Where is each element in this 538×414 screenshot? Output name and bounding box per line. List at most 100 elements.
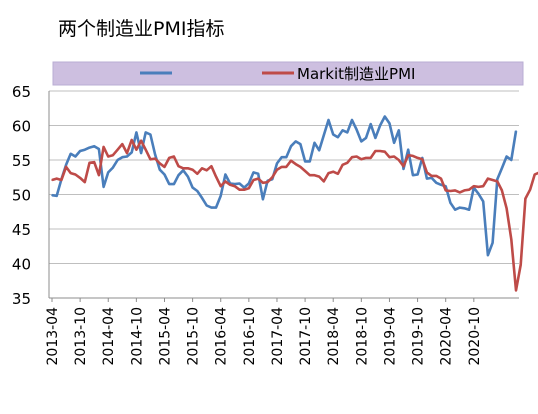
- data-point: [144, 131, 147, 134]
- data-point: [93, 145, 95, 147]
- data-point: [173, 155, 175, 158]
- data-point: [135, 131, 138, 134]
- data-point: [238, 182, 241, 185]
- data-point: [154, 153, 156, 156]
- data-point: [355, 155, 358, 158]
- y-tick-label: 50: [12, 187, 31, 205]
- data-point: [112, 154, 114, 156]
- data-point: [468, 188, 470, 191]
- data-point: [130, 151, 133, 154]
- data-point: [290, 159, 292, 162]
- y-tick-label: 35: [12, 290, 31, 308]
- x-tick-label: 2018-04: [326, 307, 342, 366]
- data-point: [304, 160, 306, 163]
- data-point: [88, 146, 91, 149]
- data-point: [154, 157, 156, 160]
- data-point: [374, 150, 377, 152]
- data-point: [252, 171, 255, 174]
- data-point: [112, 166, 114, 169]
- data-point: [355, 128, 358, 131]
- x-tick-label: 2020-04: [439, 307, 455, 366]
- data-point: [379, 150, 381, 152]
- data-point: [252, 179, 255, 181]
- data-point: [224, 180, 227, 183]
- data-point: [440, 177, 442, 180]
- data-point: [102, 186, 105, 188]
- data-point: [402, 165, 405, 167]
- data-point: [168, 183, 170, 185]
- data-point: [501, 189, 503, 192]
- data-point: [318, 175, 321, 178]
- y-axis-ticks: 35 40 45 50 55 60 65: [12, 83, 31, 308]
- x-tick-label: 2020-10: [467, 307, 483, 366]
- data-point: [121, 156, 124, 158]
- x-tick-label: 2014-04: [101, 307, 117, 366]
- data-point: [473, 185, 475, 187]
- data-point: [346, 162, 349, 164]
- data-point: [529, 188, 531, 191]
- data-point: [248, 182, 250, 185]
- data-point: [384, 150, 386, 153]
- data-point: [84, 148, 86, 151]
- y-tick-label: 65: [12, 83, 31, 101]
- data-point: [102, 146, 105, 148]
- data-point: [416, 173, 419, 176]
- x-tick-label: 2019-10: [411, 307, 427, 366]
- data-point: [487, 254, 489, 256]
- x-tick-label: 2017-10: [298, 307, 314, 366]
- data-point: [224, 173, 227, 176]
- data-point: [533, 173, 536, 176]
- data-point: [435, 182, 438, 184]
- data-point: [341, 164, 344, 166]
- series-line-2: [51, 138, 538, 292]
- data-point: [144, 148, 147, 151]
- data-point: [360, 158, 363, 161]
- data-point: [463, 207, 466, 210]
- gridlines: [48, 90, 519, 299]
- data-point: [69, 153, 72, 155]
- data-point: [262, 182, 264, 184]
- data-point: [84, 181, 86, 183]
- data-point: [337, 136, 339, 138]
- data-point: [454, 208, 456, 211]
- data-point: [182, 167, 184, 170]
- data-point: [135, 148, 138, 151]
- data-point: [234, 185, 236, 187]
- data-point: [398, 129, 400, 132]
- data-point: [416, 157, 419, 159]
- y-tick-label: 60: [12, 118, 31, 136]
- series-lines: [51, 115, 538, 292]
- data-point: [248, 187, 250, 190]
- data-point: [454, 189, 456, 192]
- data-point: [468, 208, 470, 211]
- series-line-1: [51, 115, 518, 257]
- data-point: [280, 156, 283, 158]
- data-point: [201, 167, 203, 170]
- data-point: [505, 207, 508, 210]
- data-point: [351, 156, 353, 158]
- data-point: [74, 173, 77, 176]
- x-tick-label: 2019-04: [382, 307, 398, 366]
- data-point: [219, 195, 222, 197]
- data-point: [327, 119, 330, 121]
- data-point: [290, 145, 292, 147]
- data-point: [205, 204, 208, 207]
- x-tick-label: 2013-10: [73, 307, 89, 366]
- data-point: [74, 155, 77, 158]
- data-point: [79, 150, 81, 152]
- data-point: [168, 157, 170, 159]
- x-tick-label: 2018-10: [354, 307, 370, 366]
- x-tick-label: 2015-10: [186, 307, 202, 366]
- data-point: [393, 142, 395, 144]
- data-point: [65, 164, 67, 166]
- data-point: [374, 137, 377, 139]
- data-point: [463, 189, 466, 192]
- data-point: [191, 186, 194, 189]
- x-tick-label: 2016-10: [242, 307, 258, 366]
- data-point: [323, 134, 325, 136]
- data-point: [309, 174, 311, 176]
- chart-title: 两个制造业PMI指标: [58, 18, 225, 40]
- data-point: [496, 180, 499, 183]
- data-point: [524, 197, 527, 200]
